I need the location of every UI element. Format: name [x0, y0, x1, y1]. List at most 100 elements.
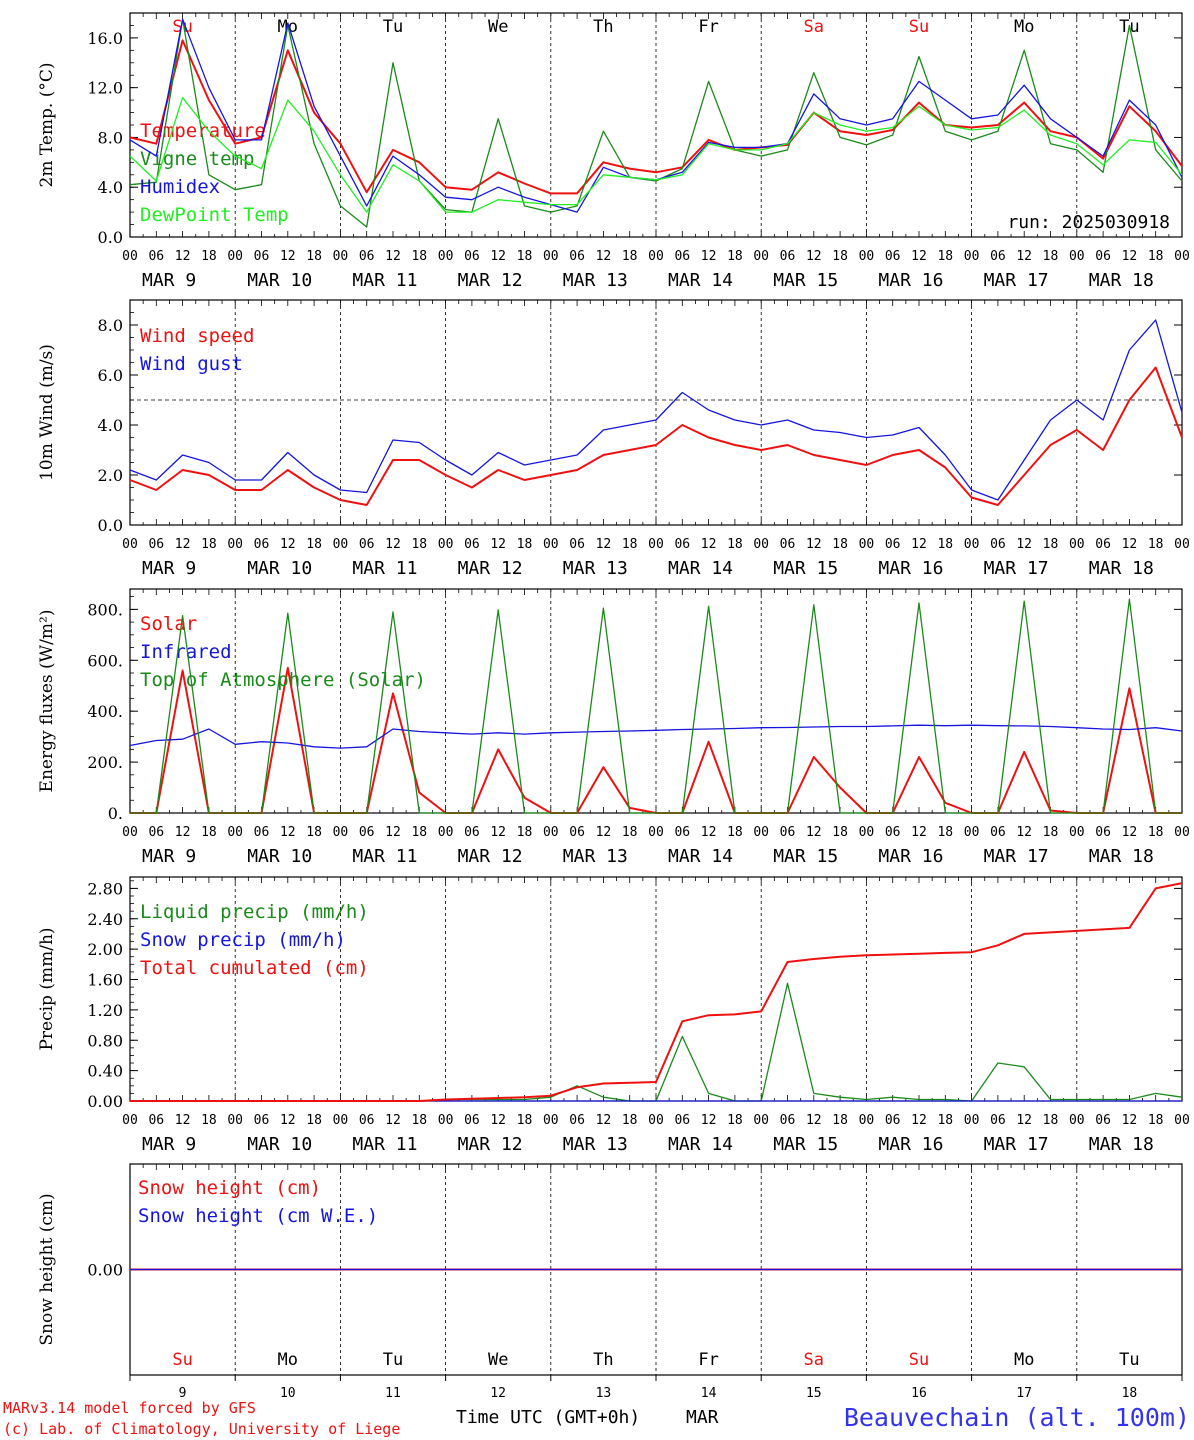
hour-tick-label: 12 [1122, 249, 1138, 264]
hour-tick-label: 18 [1043, 537, 1059, 552]
hour-tick-label: 12 [596, 249, 612, 264]
weekday-label: Tu [383, 1350, 403, 1370]
hour-tick-label: 06 [674, 1113, 690, 1128]
hour-tick-label: 12 [385, 537, 401, 552]
hour-tick-label: 12 [280, 249, 296, 264]
weekday-label: Su [909, 1350, 929, 1370]
hour-tick-label: 06 [359, 825, 375, 840]
hour-tick-label: 00 [438, 249, 454, 264]
hour-tick-label: 12 [490, 825, 506, 840]
hour-tick-label: 06 [780, 537, 796, 552]
y-tick-label: 6.0 [98, 366, 123, 385]
hour-tick-label: 06 [569, 1113, 585, 1128]
hour-tick-label: 18 [1148, 825, 1164, 840]
date-label: MAR 18 [1089, 1134, 1154, 1155]
hour-tick-label: 12 [175, 537, 191, 552]
hour-tick-label: 18 [937, 537, 953, 552]
hour-tick-label: 00 [227, 537, 243, 552]
series-line-total-cumulated-cm- [130, 882, 1183, 1102]
panel-2: 0.0 2.0 4.0 6.0 8.0 10m Wind (m/s) Wind speed W… [37, 299, 1190, 579]
date-label: MAR 16 [878, 1134, 943, 1155]
hour-tick-label: 00 [1069, 537, 1085, 552]
legend-entry: Humidex [140, 176, 220, 198]
legend-entry: Snow precip (mm/h) [140, 929, 346, 951]
hour-tick-label: 06 [990, 1113, 1006, 1128]
hour-tick-label: 18 [727, 249, 743, 264]
hour-tick-label: 00 [753, 825, 769, 840]
legend-entry: Liquid precip (mm/h) [140, 901, 369, 923]
date-label: MAR 10 [247, 558, 312, 579]
date-label: MAR 11 [352, 846, 417, 867]
weekday-label: Su [909, 17, 929, 37]
hour-tick-label: 18 [832, 537, 848, 552]
legend-entry: Wind gust [140, 353, 243, 375]
hour-tick-label: 18 [832, 825, 848, 840]
hour-tick-label: 06 [674, 249, 690, 264]
hour-tick-label: 12 [701, 537, 717, 552]
hour-tick-label: 06 [990, 825, 1006, 840]
y-tick-label: 8.0 [98, 316, 123, 335]
hour-tick-label: 00 [543, 537, 559, 552]
hour-tick-label: 18 [937, 825, 953, 840]
legend-entry: Snow height (cm) [138, 1177, 321, 1199]
hour-tick-label: 12 [175, 825, 191, 840]
y-tick-label: 0.00 [87, 1261, 123, 1280]
hour-tick-label: 12 [911, 537, 927, 552]
hour-tick-label: 00 [753, 1113, 769, 1128]
date-label: MAR 14 [668, 846, 733, 867]
y-tick-label: 200. [87, 753, 123, 772]
weekday-label: Sa [804, 1350, 824, 1370]
hour-tick-label: 12 [1016, 1113, 1032, 1128]
series-line-wind-gust [129, 319, 1183, 501]
y-tick-label: 0. [108, 804, 123, 823]
hour-tick-label: 12 [175, 1113, 191, 1128]
hour-tick-label: 18 [622, 537, 638, 552]
date-label: MAR 17 [984, 846, 1049, 867]
legend-entry: Wind speed [140, 325, 254, 347]
date-label: MAR 16 [878, 846, 943, 867]
hour-tick-label: 06 [1095, 825, 1111, 840]
hour-tick-label: 00 [964, 825, 980, 840]
legend-entry: Temperature [140, 120, 266, 142]
y-tick-label: 2.0 [98, 466, 123, 485]
hour-tick-label: 06 [674, 537, 690, 552]
hour-tick-label: 18 [517, 249, 533, 264]
hour-tick-label: 00 [1174, 537, 1190, 552]
hour-tick-label: 00 [753, 537, 769, 552]
y-tick-label: 2.40 [87, 910, 123, 929]
hour-tick-label: 00 [543, 825, 559, 840]
hour-tick-label: 00 [122, 1113, 138, 1128]
hour-tick-label: 06 [148, 537, 164, 552]
hour-tick-label: 00 [333, 537, 349, 552]
hour-tick-label: 12 [596, 537, 612, 552]
hour-tick-label: 18 [1043, 825, 1059, 840]
hour-tick-label: 12 [280, 1113, 296, 1128]
weekday-label: Su [172, 1350, 192, 1370]
hour-tick-label: 00 [859, 249, 875, 264]
weekday-label: Tu [1119, 1350, 1139, 1370]
day-number-label: 18 [1122, 1386, 1138, 1401]
date-label: MAR 9 [142, 558, 196, 579]
date-label: MAR 10 [247, 270, 312, 291]
hour-tick-label: 06 [254, 249, 270, 264]
hour-tick-label: 06 [464, 1113, 480, 1128]
hour-tick-label: 06 [148, 249, 164, 264]
date-label: MAR 15 [773, 1134, 838, 1155]
hour-tick-label: 12 [911, 249, 927, 264]
hour-tick-label: 18 [832, 249, 848, 264]
panel-5: 0.00 Snow height (cm) Su Mo Tu We Th Fr Sa Su Mo Tu… [37, 1163, 1183, 1401]
hour-tick-label: 06 [148, 825, 164, 840]
y-tick-label: 0.0 [98, 228, 123, 247]
hour-tick-label: 12 [175, 249, 191, 264]
hour-tick-label: 18 [201, 1113, 217, 1128]
weekday-label: Mo [278, 1350, 298, 1370]
y-tick-label: 0.40 [87, 1062, 123, 1081]
hour-tick-label: 06 [674, 825, 690, 840]
y-tick-label: 2.80 [87, 879, 123, 898]
y-tick-label: 8.0 [98, 128, 123, 147]
weekday-label: Mo [1014, 17, 1034, 37]
y-axis-label: 2m Temp. (°C) [37, 62, 57, 187]
plot-frame [129, 588, 1183, 814]
day-number-label: 10 [280, 1386, 296, 1401]
hour-tick-label: 12 [385, 1113, 401, 1128]
